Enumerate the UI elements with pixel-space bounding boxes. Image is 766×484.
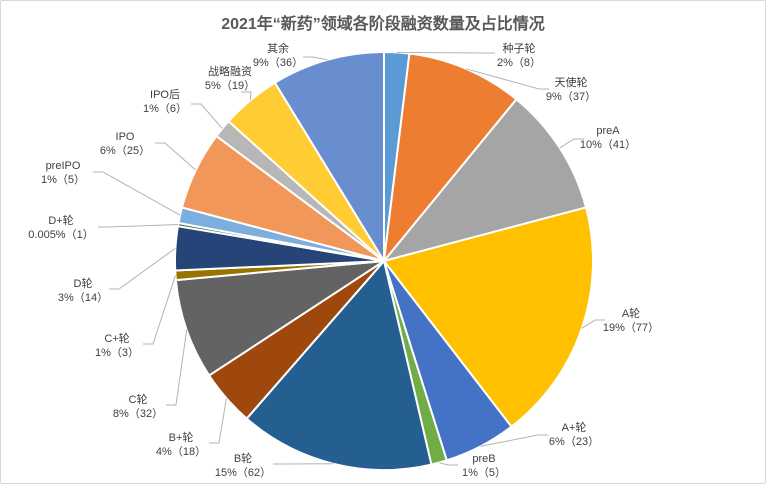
- slice-label-value: 1%（3）: [94, 347, 140, 359]
- leader-line-4: [480, 434, 548, 447]
- slice-label-name: B+轮: [168, 432, 194, 444]
- slice-label-name: 其余: [266, 43, 289, 55]
- slice-label-9: C+轮 1%（3）: [95, 332, 139, 360]
- slice-label-name: A+轮: [561, 422, 587, 434]
- slice-label-1: 天使轮 9%（37）: [546, 76, 596, 104]
- leader-line-11: [98, 224, 179, 228]
- slice-label-name: preIPO: [45, 160, 81, 172]
- slice-label-value: 19%（77）: [602, 322, 660, 334]
- slice-label-11: D+轮 0.005%（1）: [28, 214, 93, 242]
- leader-line-1: [466, 68, 549, 90]
- slice-label-value: 15%（62）: [214, 467, 272, 479]
- slice-label-name: preB: [472, 453, 496, 465]
- pie-slice-3[interactable]: [383, 206, 594, 428]
- slice-label-name: D+轮: [48, 215, 74, 227]
- leader-line-2: [559, 138, 584, 149]
- slice-label-value: 5%（19）: [204, 80, 256, 92]
- leader-line-9: [143, 275, 176, 345]
- slice-label-value: 6%（25）: [99, 145, 151, 157]
- leader-line-8: [166, 329, 188, 406]
- slice-label-value: 1%（6）: [142, 103, 188, 115]
- slice-label-3: A轮 19%（77）: [603, 307, 659, 335]
- leader-line-15: [241, 91, 252, 101]
- leader-line-7: [209, 398, 227, 444]
- slice-label-name: C轮: [128, 394, 148, 406]
- leader-line-10: [109, 247, 176, 290]
- slice-label-0: 种子轮 2%（8）: [497, 42, 541, 70]
- slice-label-value: 8%（32）: [112, 408, 164, 420]
- slice-label-value: 1%（5）: [40, 174, 86, 186]
- slice-label-name: A轮: [621, 308, 641, 320]
- slice-label-value: 10%（41）: [579, 139, 637, 151]
- leader-line-14: [191, 103, 223, 129]
- slice-label-name: D轮: [73, 278, 93, 290]
- slice-label-13: IPO 6%（25）: [100, 130, 150, 158]
- slice-label-value: 4%（18）: [155, 446, 207, 458]
- pie-slice-1[interactable]: [383, 52, 518, 262]
- slice-label-7: B+轮 4%（18）: [156, 431, 206, 459]
- leader-line-5: [438, 462, 458, 466]
- slice-label-value: 6%（23）: [548, 436, 600, 448]
- slice-label-name: IPO: [115, 131, 135, 143]
- slice-label-name: C+轮: [104, 333, 130, 345]
- slice-label-name: IPO后: [150, 89, 180, 101]
- slice-label-name: 种子轮: [502, 43, 536, 55]
- slice-label-name: 天使轮: [554, 77, 588, 89]
- slice-label-14: IPO后 1%（6）: [143, 88, 187, 116]
- slice-label-value: 9%（36）: [252, 57, 304, 69]
- slice-label-16: 其余 9%（36）: [253, 42, 303, 70]
- slice-label-4: A+轮 6%（23）: [549, 421, 599, 449]
- slice-label-5: preB 1%（5）: [462, 452, 506, 480]
- slice-label-value: 0.005%（1）: [28, 229, 94, 241]
- slice-label-8: C轮 8%（32）: [113, 393, 163, 421]
- pie-slice-16[interactable]: [273, 51, 385, 262]
- leader-line-0: [396, 51, 495, 54]
- pie-slice-8[interactable]: [174, 260, 385, 377]
- leader-line-13: [155, 142, 197, 171]
- slice-label-10: D轮 3%（14）: [58, 277, 108, 305]
- leader-line-16: [303, 56, 328, 61]
- slice-label-value: 1%（5）: [461, 467, 507, 479]
- slice-label-12: preIPO 1%（5）: [41, 159, 85, 187]
- slice-label-15: 战略融资 5%（19）: [205, 65, 255, 93]
- leader-line-3: [581, 319, 605, 329]
- slice-label-name: 战略融资: [207, 66, 252, 78]
- slice-label-name: preA: [596, 125, 620, 137]
- chart-title: 2021年“新药”领域各阶段融资数量及占比情况: [221, 16, 545, 33]
- slice-label-name: B轮: [233, 453, 253, 465]
- slice-label-value: 9%（37）: [545, 91, 597, 103]
- slice-label-6: B轮 15%（62）: [215, 452, 271, 480]
- slice-label-value: 2%（8）: [496, 57, 542, 69]
- slice-label-2: preA 10%（41）: [580, 124, 636, 152]
- slice-label-value: 3%（14）: [57, 292, 109, 304]
- leader-line-12: [93, 171, 181, 216]
- pie-slice-6[interactable]: [245, 260, 433, 471]
